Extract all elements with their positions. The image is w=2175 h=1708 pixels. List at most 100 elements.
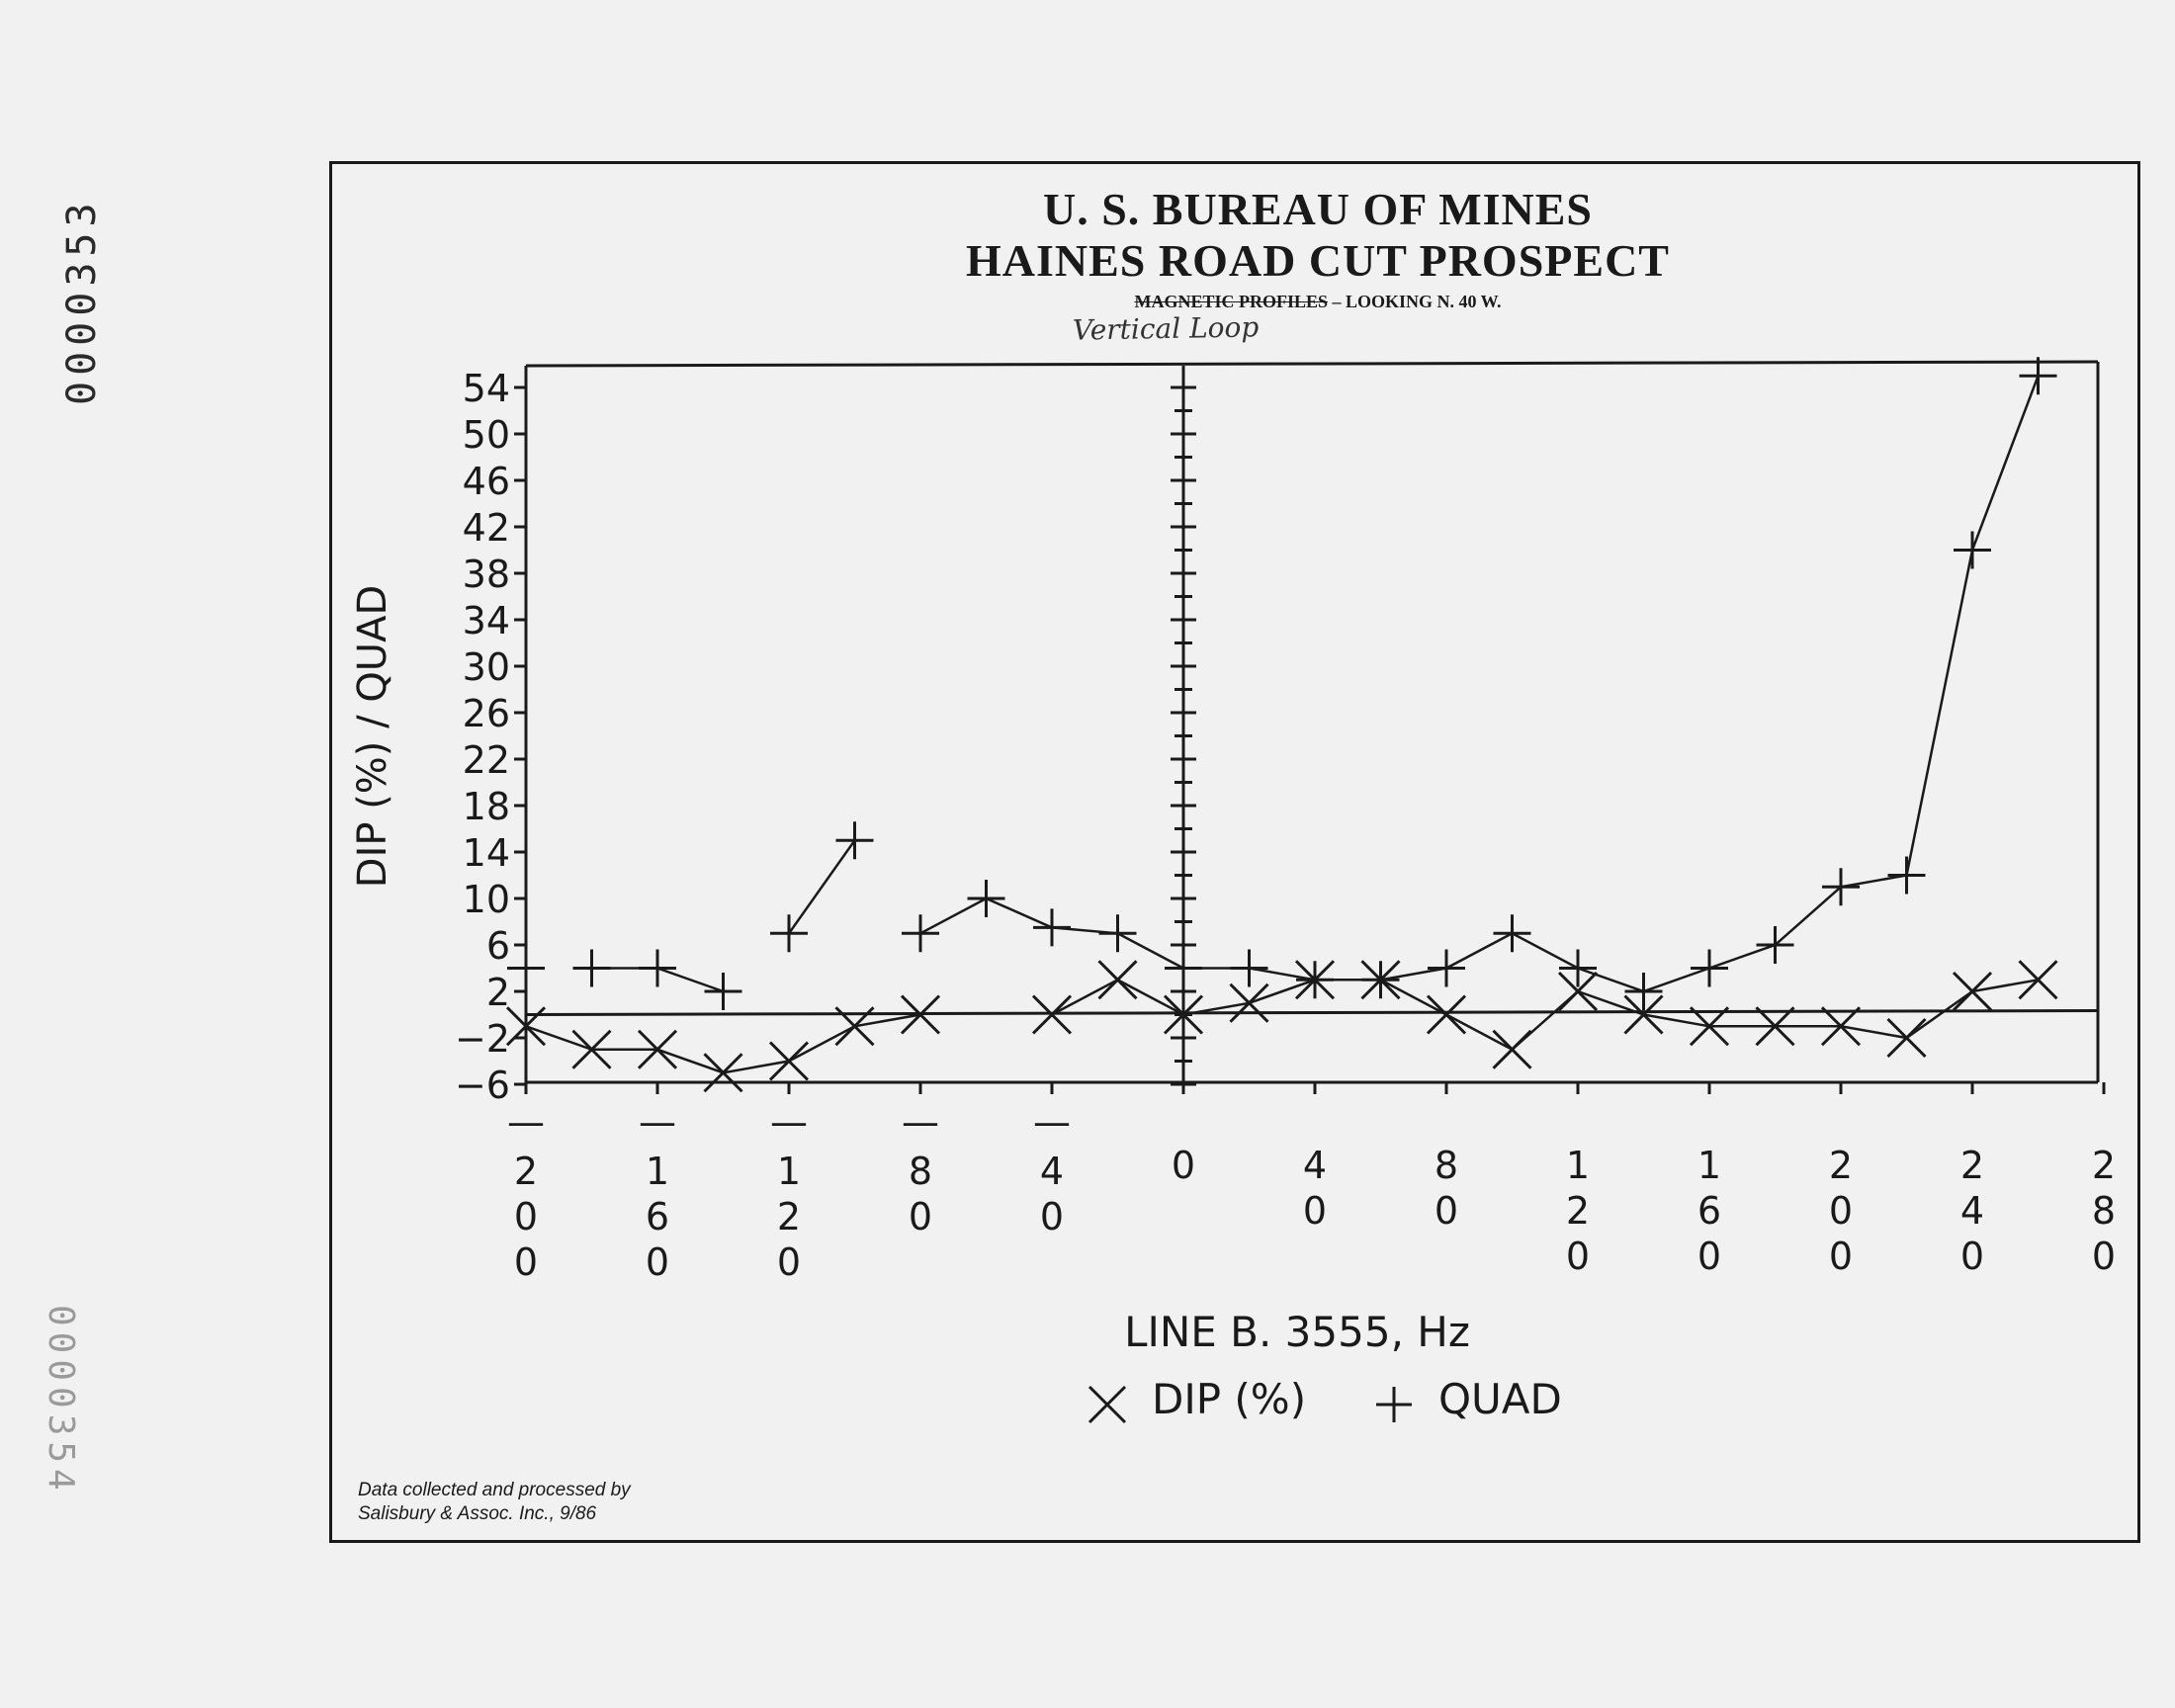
dip-point [1229, 982, 1269, 1023]
quad-series-line [919, 375, 2040, 993]
series-layer [505, 357, 2058, 1093]
quad-point [507, 949, 545, 987]
quad-point [2019, 357, 2057, 395]
subtitle: MAGNETIC PROFILES – LOOKING N. 40 W. [824, 289, 1812, 314]
quad-point [704, 973, 742, 1010]
legend-quad-marker [1376, 1387, 1412, 1422]
credit-note: Data collected and processed by Salisbur… [358, 1479, 631, 1526]
legend-dip-marker [1088, 1385, 1127, 1424]
y-tick-label: 54 [463, 367, 510, 410]
quad-series-line [787, 839, 856, 935]
x-tick-label: —1 6 0 [639, 1100, 676, 1284]
y-tick-label: −2 [455, 1017, 510, 1061]
legend-dip-label: DIP (%) [1152, 1375, 1306, 1423]
quad-point [1033, 908, 1071, 947]
x-axis-label: LINE B. 3555, Hz [1124, 1308, 1470, 1356]
quad-point [1493, 914, 1531, 953]
dip-point [768, 1041, 810, 1081]
dip-point [1886, 1017, 1927, 1059]
quad-point [967, 880, 1005, 917]
title-line-1: U. S. BUREAU OF MINES [1042, 184, 1594, 234]
x-tick-label: —4 0 [1033, 1100, 1071, 1238]
dip-point [900, 994, 941, 1035]
quad-point [1624, 973, 1663, 1010]
quad-point [1361, 961, 1400, 999]
y-tick-label: 38 [463, 553, 510, 596]
x-tick-label: —1 2 0 [770, 1100, 808, 1284]
dip-point [1163, 994, 1204, 1035]
y-tick-label: 22 [463, 738, 510, 782]
quad-point [1954, 531, 1991, 569]
quad-point [1165, 949, 1202, 987]
quad-point [1691, 949, 1728, 987]
title-line-2: HAINES ROAD CUT PROSPECT [966, 235, 1670, 286]
zero-line [525, 1009, 2099, 1016]
quad-point [1098, 914, 1137, 953]
y-tick-label: 42 [463, 506, 510, 550]
y-tick-label: 50 [463, 413, 510, 457]
dip-point [571, 1029, 612, 1069]
y-axis-label: DIP (%) / QUAD [350, 585, 395, 888]
quad-point [1296, 961, 1334, 999]
figure-frame [329, 161, 2140, 1543]
dip-point [1557, 971, 1599, 1012]
dip-point [637, 1029, 678, 1069]
y-tick-label: 34 [463, 599, 510, 642]
quad-point [902, 914, 939, 953]
dip-point [1952, 971, 1993, 1012]
dip-point [505, 1006, 547, 1047]
y-tick-label: 14 [463, 831, 510, 875]
dip-point [1492, 1029, 1532, 1069]
subtitle-direction: – LOOKING N. 40 W. [1332, 292, 1502, 311]
struck-subtitle: MAGNETIC PROFILES [1134, 292, 1328, 311]
y-tick-label: 18 [463, 785, 510, 828]
dip-point [703, 1053, 743, 1093]
dip-point [1031, 994, 1073, 1035]
credit-line-2: Salisbury & Assoc. Inc., 9/86 [358, 1503, 597, 1524]
x-tick-label: —2 0 0 [507, 1100, 545, 1284]
quad-point [1822, 868, 1860, 906]
quad-point [572, 949, 611, 987]
quad-point [1230, 949, 1268, 987]
quad-point [1756, 926, 1794, 964]
dip-series-line [1051, 978, 2039, 1052]
x-tick-label: 0 [1172, 1144, 1195, 1187]
dip-point [1755, 1006, 1795, 1047]
dip-point [1097, 960, 1138, 1000]
y-tick-label: 10 [463, 878, 510, 921]
quad-point [1887, 856, 1926, 895]
dip-point [834, 1006, 875, 1047]
y-tick-label: 2 [486, 971, 510, 1014]
dip-point [1623, 994, 1664, 1035]
dip-point [1689, 1006, 1730, 1047]
y-tick-label: 26 [463, 692, 510, 735]
title-block: U. S. BUREAU OF MINES HAINES ROAD CUT PR… [824, 184, 1812, 314]
y-tick-label: −6 [455, 1064, 510, 1107]
dip-point [1820, 1006, 1862, 1047]
dip-point [1426, 994, 1467, 1035]
quad-point [835, 821, 874, 860]
dip-point [2018, 960, 2058, 1000]
legend-quad-label: QUAD [1438, 1375, 1562, 1423]
quad-point [1559, 949, 1597, 987]
legend: DIP (%) QUAD [1088, 1375, 1562, 1424]
quad-point [1428, 949, 1465, 987]
y-tick-label: 30 [463, 645, 510, 689]
credit-line-1: Data collected and processed by [358, 1480, 631, 1500]
quad-point [770, 914, 808, 953]
plot-border-top [525, 360, 2099, 368]
y-tick-label: 6 [486, 924, 510, 968]
quad-point [639, 949, 676, 987]
y-tick-label: 46 [463, 460, 510, 503]
x-tick-label: —8 0 [902, 1100, 939, 1238]
